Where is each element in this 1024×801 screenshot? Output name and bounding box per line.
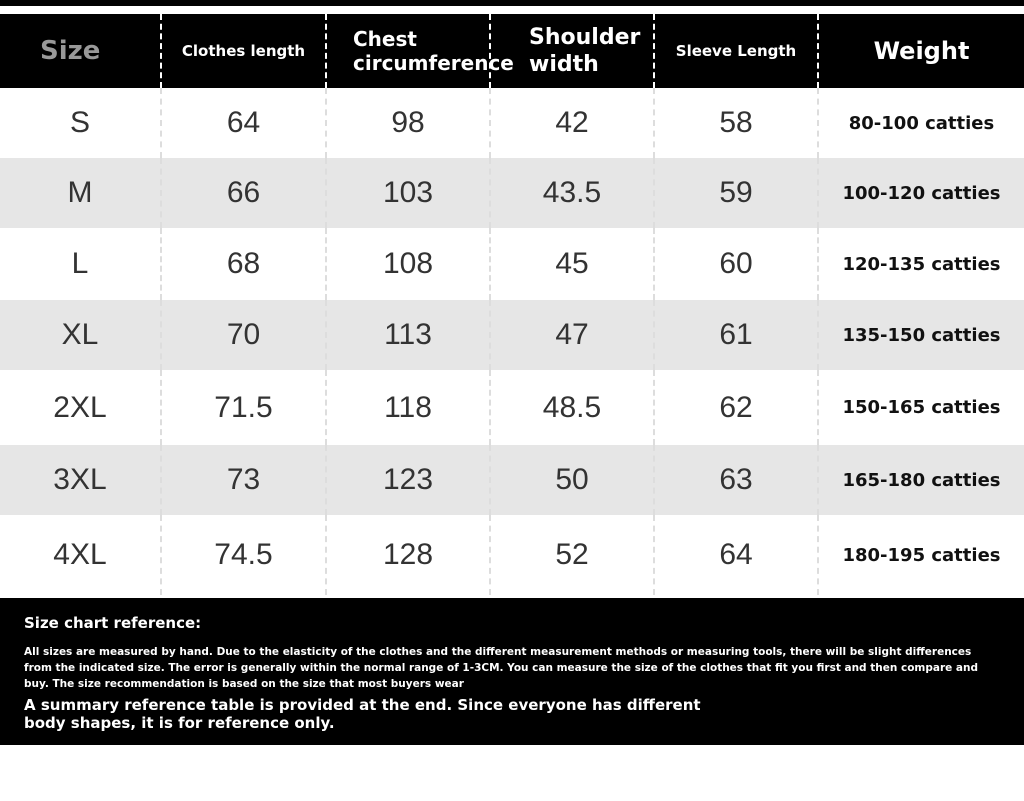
table-cell: 135-150 catties xyxy=(842,324,1001,346)
table-cell: 74.5 xyxy=(162,515,327,595)
table-row: S 64 98 42 58 80-100 catties xyxy=(0,88,1024,158)
table-cell: 180-195 catties xyxy=(842,544,1001,566)
table-row: L 68 108 45 60 120-135 catties xyxy=(0,228,1024,300)
table-cell: 58 xyxy=(655,88,819,158)
table-cell: 98 xyxy=(327,88,491,158)
table-cell: 4XL xyxy=(0,515,162,595)
footer: Size chart reference: All sizes are meas… xyxy=(0,598,1024,745)
table-cell: 64 xyxy=(655,515,819,595)
table-cell: 3XL xyxy=(0,445,162,515)
table-cell: 123 xyxy=(327,445,491,515)
table-cell: 120-135 catties xyxy=(842,253,1001,275)
table-cell: M xyxy=(0,158,162,228)
footer-body: All sizes are measured by hand. Due to t… xyxy=(24,646,978,690)
table-cell: XL xyxy=(0,300,162,370)
table-cell: 48.5 xyxy=(491,370,655,445)
table-cell: 118 xyxy=(327,370,491,445)
table-cell: 103 xyxy=(327,158,491,228)
header-row: Size Clothes length Chest circumference Sho… xyxy=(0,14,1024,88)
table-cell: 128 xyxy=(327,515,491,595)
table-cell: 68 xyxy=(162,228,327,300)
size-table: Size Clothes length Chest circumference Sho… xyxy=(0,14,1024,595)
header-cell: Weight xyxy=(873,37,970,65)
table-cell: 45 xyxy=(491,228,655,300)
table-cell: 42 xyxy=(491,88,655,158)
table-cell: 2XL xyxy=(0,370,162,445)
table-cell: 150-165 catties xyxy=(842,397,1001,418)
table-cell: 71.5 xyxy=(162,370,327,445)
header-cell: Sleeve Length xyxy=(655,14,819,88)
header-cell: Clothes length xyxy=(162,14,327,88)
table-row: 4XL 74.5 128 52 64 180-195 catties xyxy=(0,515,1024,595)
table-cell: S xyxy=(0,88,162,158)
top-border xyxy=(0,0,1024,6)
table-cell: 165-180 catties xyxy=(842,469,1001,491)
table-row: 3XL 73 123 50 63 165-180 catties xyxy=(0,445,1024,515)
table-row: M 66 103 43.5 59 100-120 catties xyxy=(0,158,1024,228)
table-cell: 66 xyxy=(162,158,327,228)
table-cell: 113 xyxy=(327,300,491,370)
table-cell: 62 xyxy=(655,370,819,445)
table-cell: 63 xyxy=(655,445,819,515)
table-cell: 70 xyxy=(162,300,327,370)
table-cell: 64 xyxy=(162,88,327,158)
table-cell: 52 xyxy=(491,515,655,595)
table-cell: 59 xyxy=(655,158,819,228)
footer-summary: A summary reference table is provided at… xyxy=(24,696,701,732)
table-row: 2XL 71.5 118 48.5 62 150-165 catties xyxy=(0,370,1024,445)
table-cell: 47 xyxy=(491,300,655,370)
table-cell: 60 xyxy=(655,228,819,300)
table-cell: L xyxy=(0,228,162,300)
table-cell: 50 xyxy=(491,445,655,515)
table-cell: 43.5 xyxy=(491,158,655,228)
table-cell: 73 xyxy=(162,445,327,515)
table-cell: 61 xyxy=(655,300,819,370)
header-cell: Size xyxy=(0,14,162,88)
header-cell: Chest circumference xyxy=(327,14,514,88)
table-row: XL 70 113 47 61 135-150 catties xyxy=(0,300,1024,370)
table-cell: 108 xyxy=(327,228,491,300)
table-cell: 80-100 catties xyxy=(848,112,995,134)
table-cell: 100-120 catties xyxy=(842,182,1001,204)
footer-title: Size chart reference: xyxy=(24,614,202,632)
header-cell: Shoulder width xyxy=(491,14,655,88)
